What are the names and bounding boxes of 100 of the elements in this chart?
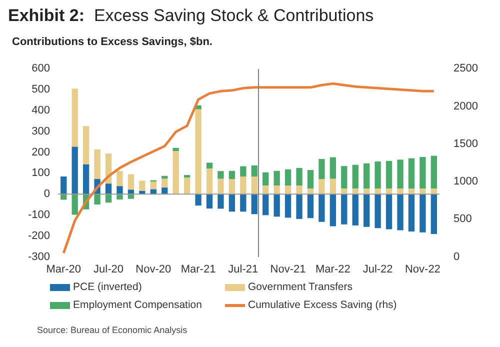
x-tick-label: Jul-22	[362, 263, 393, 276]
bar	[430, 188, 438, 194]
bar	[206, 194, 213, 208]
bar	[116, 194, 123, 200]
bar	[262, 194, 269, 216]
bar	[284, 169, 292, 186]
bar	[251, 194, 258, 214]
bar	[408, 188, 415, 194]
bar	[72, 194, 78, 215]
bar	[352, 194, 358, 226]
bar	[330, 157, 336, 179]
bar	[341, 194, 348, 224]
bar	[386, 194, 392, 230]
bar	[262, 172, 269, 186]
bar	[262, 185, 269, 194]
bar	[330, 194, 336, 226]
bar	[386, 188, 392, 194]
x-tick-label: Nov-22	[404, 263, 440, 276]
y2-tick-label: 1000	[454, 176, 478, 188]
y-tick-label: 400	[32, 104, 50, 116]
legend-label: Cumulative Excess Saving (rhs)	[248, 299, 397, 311]
legend-label: Employment Compensation	[73, 299, 202, 311]
y2-tick-label: 500	[454, 213, 472, 226]
y2-tick-label: 2500	[454, 62, 478, 75]
y2-tick-label: 0	[454, 250, 460, 263]
bar	[397, 160, 404, 189]
bar	[60, 176, 67, 194]
bar	[251, 165, 258, 176]
bar	[274, 185, 280, 194]
bar	[374, 194, 381, 228]
y-tick-label: -200	[28, 230, 50, 242]
y-tick-label: 500	[32, 84, 50, 96]
bar	[240, 176, 246, 194]
bar	[364, 188, 370, 194]
bar	[397, 194, 404, 230]
y-tick-label: 100	[32, 167, 50, 180]
bar	[172, 151, 179, 194]
bar	[318, 179, 325, 194]
bar	[184, 178, 190, 194]
bar	[420, 194, 426, 232]
bar	[296, 194, 302, 219]
bar	[105, 184, 112, 194]
bar	[228, 194, 236, 212]
bar	[430, 156, 438, 189]
legend-label: PCE (inverted)	[73, 281, 142, 293]
bar	[408, 194, 415, 232]
bar	[341, 188, 348, 194]
bar	[195, 194, 202, 206]
bar	[162, 188, 168, 194]
bar	[386, 160, 392, 189]
y-tick-label: -300	[28, 250, 50, 263]
bar	[240, 166, 246, 176]
bar	[296, 168, 302, 186]
bar	[364, 194, 370, 227]
bar	[296, 185, 302, 194]
bar	[397, 188, 404, 194]
bar	[218, 171, 224, 179]
x-tick-label: Mar-20	[46, 263, 82, 276]
bar	[307, 194, 314, 218]
bar	[284, 185, 292, 194]
chart-title: Exhibit 2: Excess Saving Stock & Contributions	[8, 6, 374, 26]
chart-subtitle: Contributions to Excess Savings, $bn.	[12, 36, 212, 48]
bar	[150, 182, 156, 190]
bar	[139, 180, 146, 191]
bar	[218, 178, 224, 194]
y2-tick-label: 2000	[454, 100, 478, 112]
bar	[374, 161, 381, 189]
source-note: Source: Bureau of Economic Analysis	[37, 325, 188, 335]
bar	[408, 158, 415, 189]
bar	[128, 194, 134, 199]
y-tick-label: 600	[32, 62, 50, 75]
bar	[274, 170, 280, 186]
bar	[162, 176, 168, 179]
bar	[116, 186, 123, 194]
bar	[82, 164, 90, 194]
bar	[318, 194, 325, 222]
y-tick-label: -100	[28, 209, 50, 222]
bar	[218, 194, 224, 209]
bar	[274, 194, 280, 217]
bar	[116, 170, 123, 186]
bar	[105, 194, 112, 203]
x-tick-label: Jul-21	[228, 263, 258, 276]
x-tick-label: Nov-20	[136, 263, 172, 276]
bar	[228, 170, 236, 180]
legend-label: Government Transfers	[248, 281, 352, 293]
bar	[82, 126, 90, 164]
bar	[206, 168, 213, 194]
bar	[94, 149, 100, 180]
bar	[430, 194, 438, 234]
y-tick-label: 200	[32, 146, 50, 158]
bar	[128, 174, 134, 190]
y-tick-label: 300	[32, 125, 50, 138]
bar	[184, 175, 190, 178]
bar	[352, 164, 358, 189]
bar	[72, 88, 78, 147]
bar	[72, 146, 78, 194]
bar	[352, 188, 358, 194]
x-tick-label: Mar-21	[180, 263, 216, 276]
bar	[206, 162, 213, 169]
x-tick-label: Jul-20	[94, 263, 124, 276]
